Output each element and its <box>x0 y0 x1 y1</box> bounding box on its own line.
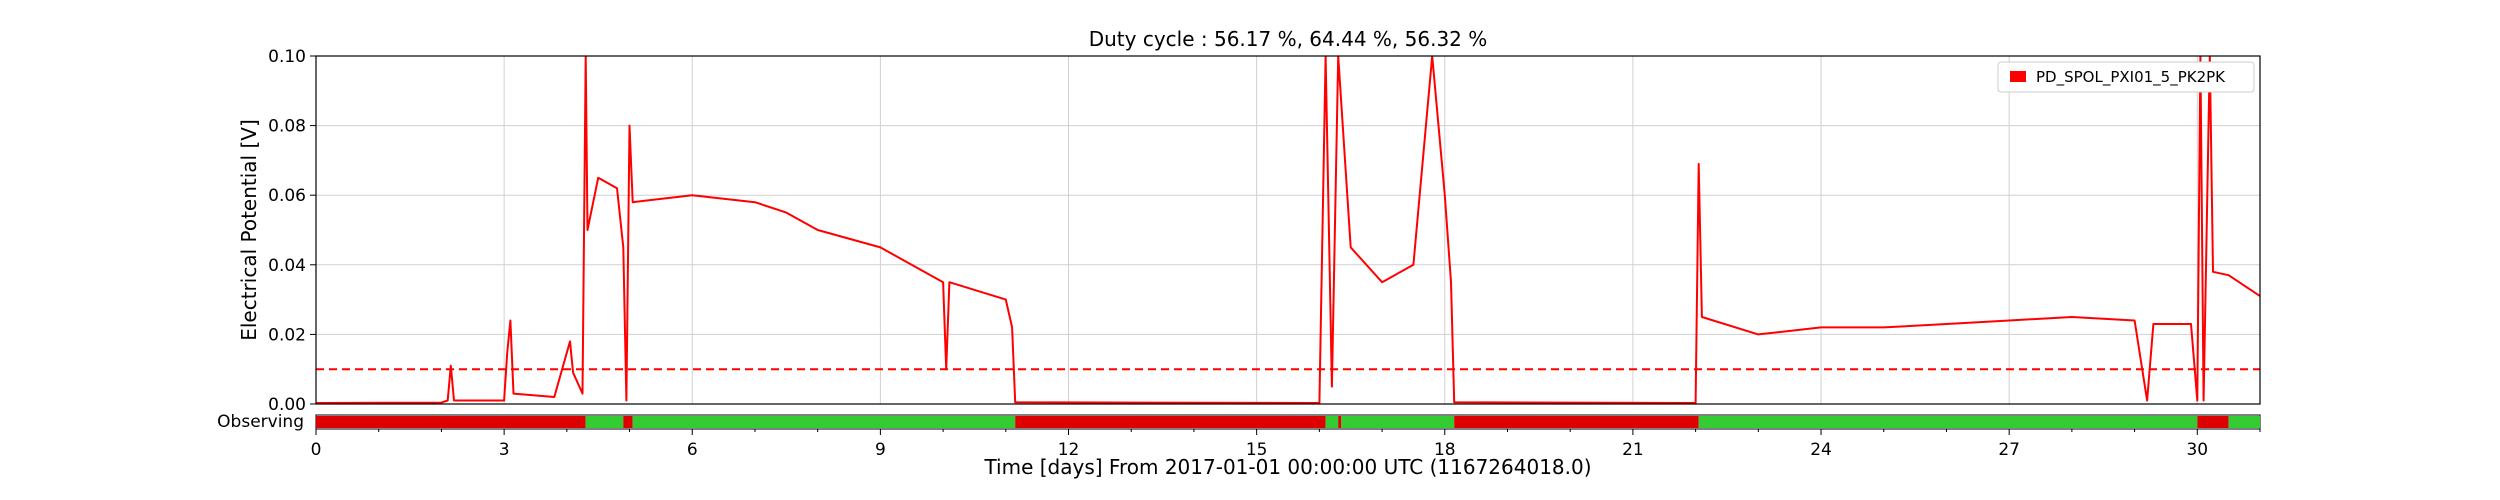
segment-off <box>316 416 586 428</box>
y-tick-label: 0.10 <box>268 47 306 67</box>
x-tick-label: 0 <box>311 440 322 460</box>
segments-bar <box>315 414 2261 430</box>
plot-frame <box>315 55 2261 405</box>
x-tick-label: 3 <box>499 440 510 460</box>
grid <box>315 55 2260 405</box>
segment-on <box>585 416 624 428</box>
x-axis-label: Time [days] From 2017-01-01 00:00:00 UTC… <box>983 455 1591 479</box>
segment-off <box>1338 416 1342 428</box>
segment-on <box>1698 416 2198 428</box>
y-tick-label: 0.02 <box>268 325 306 345</box>
segment-off <box>1015 416 1326 428</box>
segment-on <box>632 416 1016 428</box>
x-tick-label: 9 <box>875 440 886 460</box>
x-tick-label: 24 <box>1810 440 1832 460</box>
y-tick-label: 0.00 <box>268 395 306 415</box>
y-tick-label: 0.06 <box>268 186 306 206</box>
series-layer <box>316 56 2260 404</box>
x-tick-label: 12 <box>1058 440 1080 460</box>
x-tick-label: 6 <box>687 440 698 460</box>
x-tick-label: 18 <box>1434 440 1456 460</box>
segment-on <box>1341 416 1455 428</box>
segment-off <box>2197 416 2229 428</box>
x-tick-label: 27 <box>1998 440 2020 460</box>
y-axis-label: Electrical Potential [V] <box>237 119 261 341</box>
x-tick-label: 15 <box>1246 440 1268 460</box>
x-axis: 0 3 6 9 12 15 18 21 24 27 30 <box>311 429 2261 460</box>
legend-swatch <box>2010 71 2026 82</box>
segment-on <box>2228 416 2260 428</box>
legend-box <box>1997 61 2255 93</box>
y-tick-label: 0.08 <box>268 117 306 137</box>
legend-label: PD_SPOL_PXI01_5_PK2PK <box>2036 68 2226 87</box>
segment-on <box>1325 416 1339 428</box>
chart-title: Duty cycle : 56.17 %, 64.44 %, 56.32 % <box>1089 27 1488 51</box>
series-line <box>316 56 2260 404</box>
x-tick-label: 30 <box>2186 440 2208 460</box>
segment-off <box>1454 416 1699 428</box>
legend: PD_SPOL_PXI01_5_PK2PK <box>1997 61 2255 93</box>
y-tick-label: 0.04 <box>268 256 306 276</box>
segment-off <box>623 416 633 428</box>
y-axis: 0.00 0.02 0.04 0.06 0.08 0.10 <box>268 47 316 415</box>
segments-label: Observing <box>217 412 304 432</box>
x-tick-label: 21 <box>1622 440 1644 460</box>
